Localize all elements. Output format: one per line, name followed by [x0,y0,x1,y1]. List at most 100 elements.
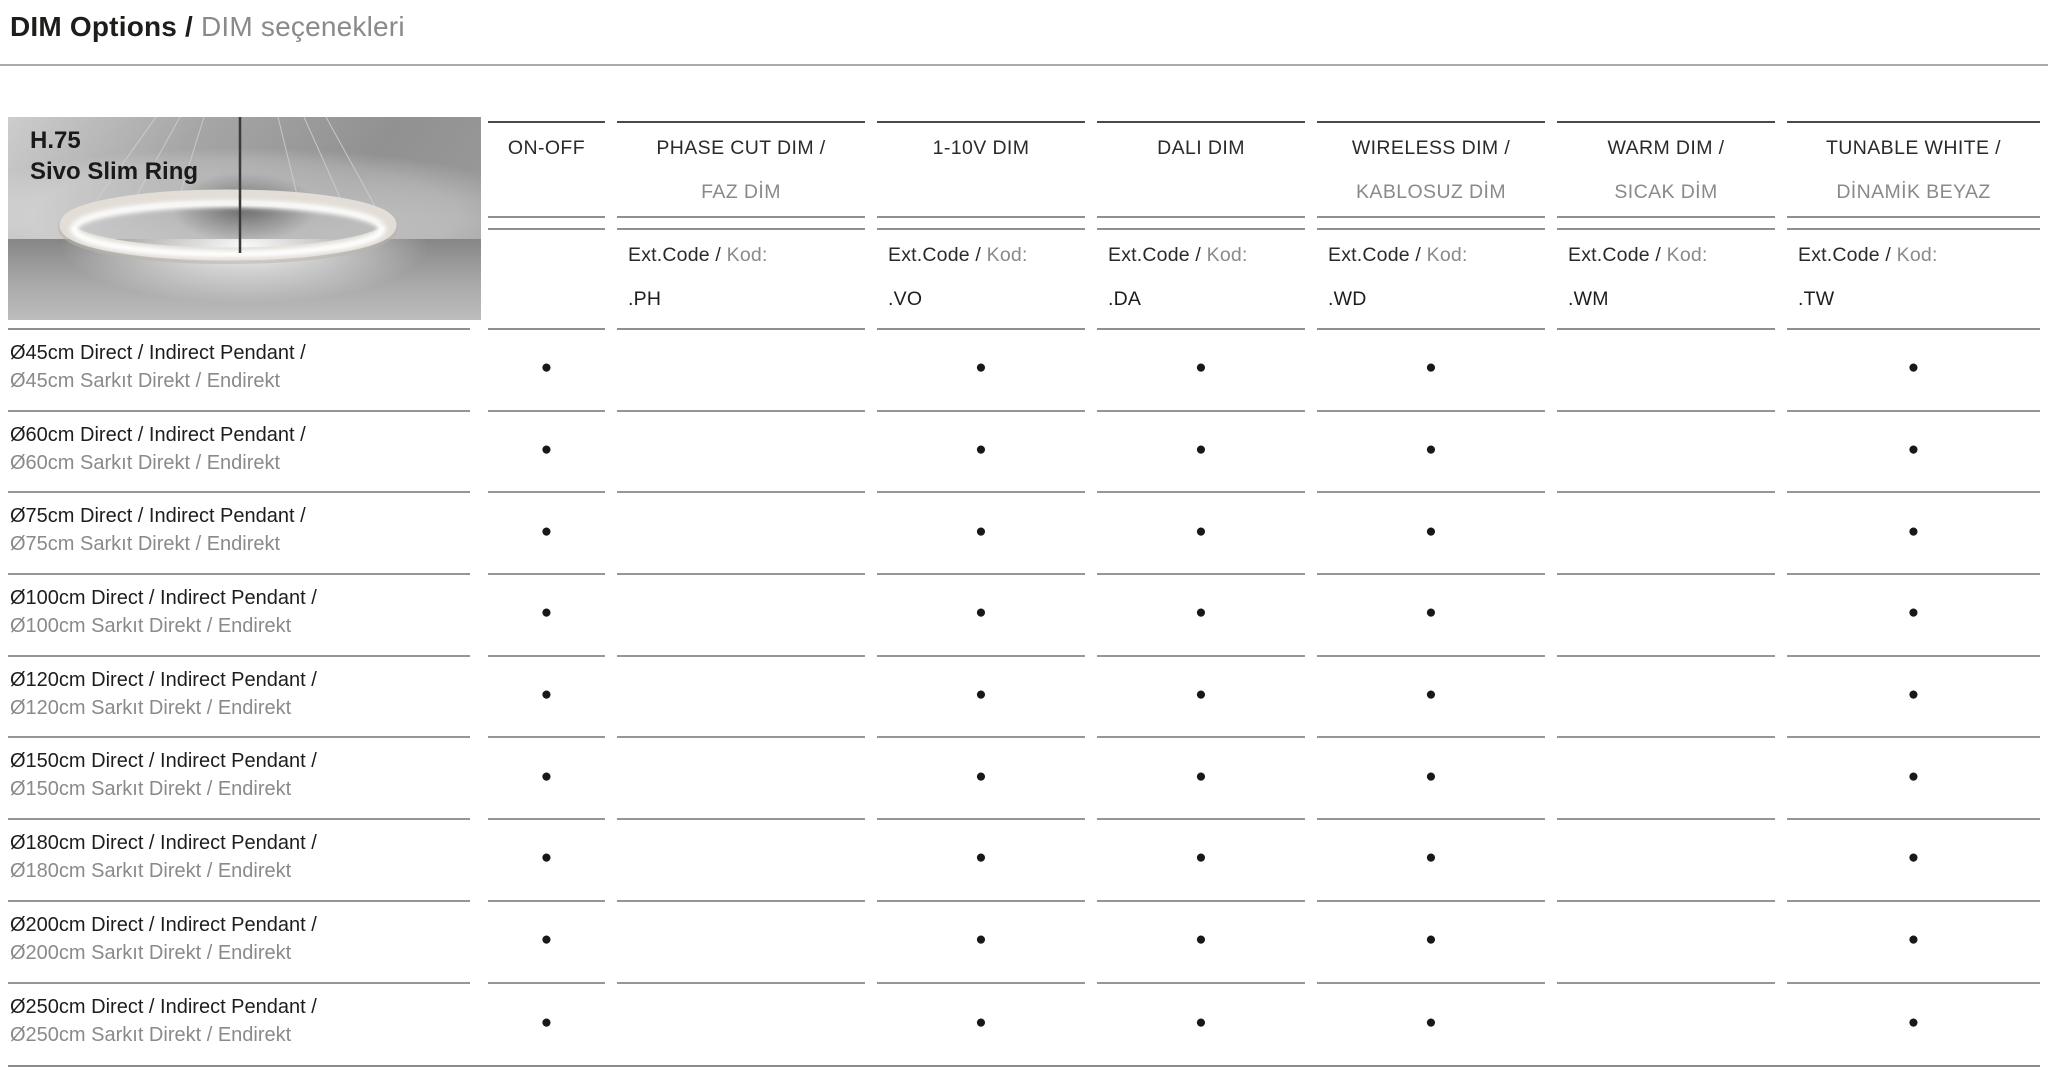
ext-code-value: .WD [1328,288,1367,310]
availability-cell: ● [877,902,1085,984]
availability-cell: ● [1787,820,2040,902]
availability-dot: ● [1425,439,1437,461]
availability-cell: ● [1097,738,1305,821]
ext-code-cell-phase-cut: Ext.Code / Kod: .PH [617,228,865,330]
table-row: Ø180cm Direct / Indirect Pendant / Ø180c… [8,820,2040,902]
availability-dot: ● [1907,1011,1920,1033]
availability-cell: ● [1097,575,1305,657]
ext-code-value: .DA [1108,288,1142,310]
column-header-en: ON-OFF [507,137,586,159]
availability-cell [1557,330,1775,412]
availability-cell [617,820,865,902]
availability-dot: ● [975,357,987,379]
availability-cell: ● [1317,984,1545,1066]
availability-cell: ● [1317,657,1545,739]
availability-cell: ● [1787,493,2040,576]
title-divider [0,64,2048,66]
availability-dot: ● [1425,765,1437,787]
availability-cell [617,657,865,739]
ext-code-label: Ext.Code / [1328,244,1422,266]
availability-dot: ● [1425,357,1437,379]
availability-cell [1557,984,1775,1066]
availability-cell: ● [1097,902,1305,984]
availability-cell: ● [1317,902,1545,984]
table-row: Ø60cm Direct / Indirect Pendant / Ø60cm … [8,412,2040,494]
column-header-tunable-white: TUNABLE WHITE / DİNAMİK BEYAZ [1787,121,2040,218]
row-label-tr: Ø150cm Sarkıt Direkt / Endirekt [10,778,292,801]
availability-dot: ● [1425,520,1437,542]
availability-cell: ● [1097,330,1305,412]
table-bottom-rule [8,1065,2040,1068]
availability-cell: ● [1097,412,1305,494]
availability-cell [617,412,865,494]
availability-cell: ● [1317,575,1545,657]
page-title: DIM Options / DIM seçenekleri [0,0,2048,44]
availability-dot: ● [540,1011,553,1033]
row-label-en: Ø180cm Direct / Indirect Pendant / [10,832,317,855]
availability-dot: ● [1195,684,1207,706]
ext-code-value: .PH [628,288,662,310]
availability-cell [1557,738,1775,821]
availability-dot: ● [1195,847,1207,869]
availability-dot: ● [975,439,987,461]
availability-cell: ● [877,657,1085,739]
table-row: Ø250cm Direct / Indirect Pendant / Ø250c… [8,984,2040,1066]
column-header-en: 1-10V DIM [932,137,1030,159]
row-label-en: Ø100cm Direct / Indirect Pendant / [10,587,317,610]
ext-code-image-spacer [8,228,470,330]
ext-code-cell-tunable-white: Ext.Code / Kod: .TW [1787,228,2040,330]
availability-dot: ● [1195,439,1207,461]
ext-code-label: Ext.Code / [888,244,982,266]
column-header-tr: FAZ DİM [701,181,781,203]
availability-dot: ● [1195,602,1207,624]
availability-cell: ● [1317,412,1545,494]
row-label-en: Ø60cm Direct / Indirect Pendant / [10,423,306,446]
availability-cell [1557,820,1775,902]
availability-dot: ● [540,929,553,951]
availability-dot: ● [1195,1011,1207,1033]
ext-code-value: .VO [888,288,923,310]
column-header-en: TUNABLE WHITE / [1825,137,2002,159]
ext-code-cell-1-10v: Ext.Code / Kod: .VO [877,228,1085,330]
availability-cell: ● [877,330,1085,412]
availability-cell: ● [1787,902,2040,984]
column-header-tr: DİNAMİK BEYAZ [1836,181,1991,203]
dim-options-table: ON-OFF PHASE CUT DIM / FAZ DİM 1-10V DIM… [8,117,2040,1068]
column-header-en: DALI DIM [1157,137,1245,159]
ext-code-label: Ext.Code / [628,244,722,266]
table-row: Ø200cm Direct / Indirect Pendant / Ø200c… [8,902,2040,984]
availability-cell: ● [877,820,1085,902]
ext-code-value: .WM [1568,288,1609,310]
availability-cell: ● [1317,493,1545,576]
availability-cell [1557,493,1775,576]
row-label-en: Ø250cm Direct / Indirect Pendant / [10,995,317,1018]
column-header-en: WIRELESS DIM / [1351,137,1511,159]
availability-cell: ● [1317,738,1545,821]
ext-code-label: Ext.Code / [1108,244,1202,266]
availability-cell: ● [488,330,605,412]
availability-dot: ● [975,847,987,869]
availability-dot: ● [540,847,553,869]
row-label: Ø60cm Direct / Indirect Pendant / Ø60cm … [8,412,470,494]
column-header-dali: DALI DIM [1097,121,1305,218]
availability-cell: ● [1317,330,1545,412]
availability-dot: ● [540,520,553,542]
availability-cell [617,738,865,821]
ext-code-cell-wireless: Ext.Code / Kod: .WD [1317,228,1545,330]
availability-cell: ● [877,493,1085,576]
availability-dot: ● [975,1011,987,1033]
ext-code-label-tr: Kod: [1666,244,1708,266]
availability-cell: ● [1317,820,1545,902]
availability-cell: ● [488,820,605,902]
row-label-tr: Ø60cm Sarkıt Direkt / Endirekt [10,451,281,474]
row-label-tr: Ø200cm Sarkıt Direkt / Endirekt [10,941,292,964]
availability-cell [617,330,865,412]
availability-cell: ● [488,738,605,821]
availability-dot: ● [1907,357,1920,379]
pendant-ring-illustration [58,117,398,264]
page-title-en: DIM Options / [10,11,194,42]
row-label-tr: Ø180cm Sarkıt Direkt / Endirekt [10,860,292,883]
availability-dot: ● [540,357,553,379]
table-row: Ø100cm Direct / Indirect Pendant / Ø100c… [8,575,2040,657]
